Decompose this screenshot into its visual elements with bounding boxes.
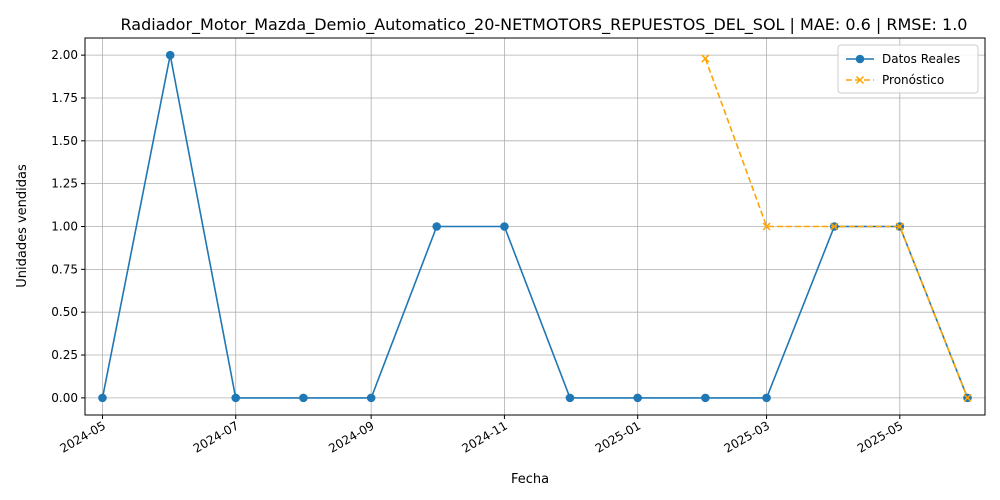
y-axis-label: Unidades vendidas: [15, 164, 30, 288]
data-point: [830, 222, 839, 231]
grid: [85, 38, 985, 415]
series-line-0: [101, 54, 969, 399]
data-point: [762, 222, 771, 231]
x-tick-label: 2024-07: [191, 418, 241, 455]
y-tick-label: 0.25: [51, 348, 78, 362]
data-point: [299, 393, 308, 403]
data-point: [432, 222, 441, 231]
series-layer: [98, 50, 972, 403]
y-axis: 0.00 0.25 0.50 0.75 1.00 1.25 1.50 1.75 2.00: [51, 48, 85, 405]
x-axis: 2024-05 2024-07 2024-09 2024-11 2025-01 2025-…: [58, 415, 905, 456]
legend-label: Pronóstico: [882, 73, 944, 87]
data-point: [98, 393, 107, 403]
legend-marker: [855, 75, 865, 85]
data-point: [165, 50, 175, 60]
data-point: [366, 393, 376, 403]
data-point: [963, 393, 972, 402]
legend: Datos Reales Pronóstico: [837, 44, 979, 94]
legend-marker: [855, 54, 865, 64]
y-tick-label: 0.00: [51, 391, 78, 405]
data-point: [701, 393, 710, 403]
x-tick-label: 2025-01: [593, 418, 643, 455]
y-tick-label: 1.75: [51, 91, 78, 105]
data-point: [231, 393, 241, 403]
data-point: [500, 222, 509, 231]
x-tick-label: 2024-09: [326, 418, 376, 455]
x-tick-label: 2024-11: [459, 418, 509, 455]
chart-title: Radiador_Motor_Mazda_Demio_Automatico_20…: [121, 15, 968, 35]
x-tick-label: 2025-03: [722, 418, 772, 455]
data-point: [762, 393, 771, 403]
data-point: [895, 222, 904, 231]
y-tick-label: 2.00: [51, 48, 78, 62]
y-tick-label: 1.50: [51, 134, 78, 148]
legend-frame: [837, 44, 979, 94]
x-tick-label: 2024-05: [58, 418, 108, 455]
y-tick-label: 0.50: [51, 305, 78, 319]
y-tick-label: 1.25: [51, 177, 78, 191]
legend-label: Datos Reales: [882, 52, 960, 66]
y-tick-label: 1.00: [51, 220, 78, 234]
data-point: [701, 54, 710, 63]
data-point: [633, 393, 642, 403]
x-tick-label: 2025-05: [855, 418, 905, 455]
y-tick-label: 0.75: [51, 262, 78, 276]
x-axis-label: Fecha: [511, 472, 549, 487]
data-point: [565, 393, 575, 403]
